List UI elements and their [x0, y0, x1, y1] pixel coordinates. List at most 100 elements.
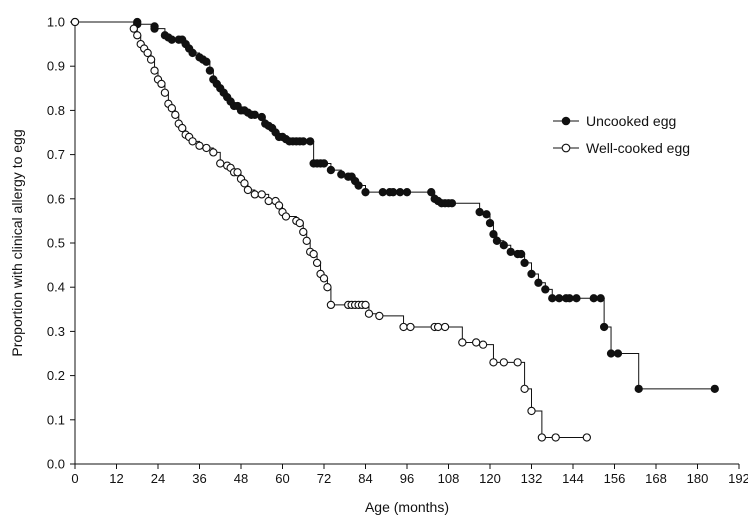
- data-point: [188, 137, 197, 146]
- data-point: [129, 24, 138, 33]
- data-point: [202, 57, 211, 66]
- data-point: [146, 55, 156, 64]
- data-point: [475, 207, 484, 217]
- data-point: [133, 31, 142, 40]
- series-layer: [70, 17, 719, 442]
- x-tick-label: 96: [400, 471, 414, 486]
- y-tick-label: 0.0: [47, 457, 65, 472]
- y-tick-label: 0.2: [47, 368, 65, 383]
- data-point: [157, 79, 166, 89]
- data-point: [599, 322, 609, 332]
- data-point: [499, 241, 508, 250]
- plot-area: [74, 18, 739, 465]
- data-point: [440, 322, 450, 332]
- data-point: [323, 283, 332, 292]
- data-point: [596, 294, 605, 303]
- data-point: [361, 188, 370, 197]
- data-point: [264, 196, 273, 206]
- data-point: [399, 322, 408, 332]
- x-axis-title: Age (months): [365, 499, 449, 515]
- data-point: [326, 165, 336, 175]
- data-point: [178, 123, 187, 133]
- x-tick-label: 168: [645, 471, 667, 486]
- data-point: [489, 230, 498, 239]
- data-point: [406, 322, 415, 332]
- data-point: [143, 48, 152, 58]
- x-tick-label: 84: [358, 471, 372, 486]
- data-point: [361, 300, 370, 310]
- data-point: [506, 247, 515, 256]
- data-point: [202, 143, 211, 153]
- series-0: [70, 17, 719, 394]
- x-tick-label: 48: [234, 471, 248, 486]
- x-tick-label: 60: [275, 471, 289, 486]
- data-point: [302, 236, 311, 245]
- data-point: [295, 218, 304, 228]
- data-point: [551, 433, 560, 442]
- data-point: [433, 322, 443, 332]
- data-point: [513, 358, 522, 367]
- data-point: [534, 278, 543, 287]
- x-tick-label: 72: [317, 471, 331, 486]
- data-point: [309, 249, 318, 259]
- data-point: [582, 433, 591, 442]
- y-tick-label: 0.7: [47, 147, 65, 162]
- data-point: [233, 168, 242, 177]
- data-point: [299, 227, 308, 237]
- data-point: [257, 190, 266, 199]
- legend-item-uncooked: Uncooked egg: [553, 113, 676, 129]
- data-point: [167, 35, 176, 44]
- data-point: [250, 190, 259, 199]
- y-tick-label: 0.8: [47, 103, 65, 118]
- data-point: [395, 188, 405, 197]
- data-point: [634, 384, 643, 394]
- data-point: [492, 236, 502, 245]
- data-point: [606, 349, 616, 358]
- data-point: [250, 110, 259, 119]
- data-point: [216, 159, 225, 168]
- data-point: [326, 300, 336, 310]
- data-point: [375, 311, 384, 321]
- y-tick-label: 0.1: [47, 412, 65, 427]
- x-tick-label: 36: [192, 471, 206, 486]
- series-line: [75, 21, 587, 438]
- x-tick-label: 192: [728, 471, 748, 486]
- y-tick-label: 0.9: [47, 59, 65, 74]
- data-point: [150, 24, 159, 33]
- data-point: [520, 258, 529, 268]
- data-point: [312, 258, 322, 268]
- data-point: [354, 181, 363, 190]
- data-point: [613, 349, 623, 358]
- data-point: [537, 433, 547, 442]
- x-axis: 0 12 24 36 48 60 72 84 96 108 120 132 144 156 168 180 19…: [71, 464, 748, 486]
- data-point: [167, 104, 176, 113]
- x-tick-label: 156: [604, 471, 626, 486]
- data-point: [195, 141, 204, 150]
- series-1: [70, 17, 591, 442]
- data-point: [243, 185, 253, 195]
- data-point: [274, 201, 284, 210]
- data-point: [319, 159, 329, 168]
- data-point: [205, 66, 215, 75]
- y-tick-label: 0.4: [47, 280, 65, 295]
- data-point: [299, 137, 308, 146]
- data-point: [565, 294, 574, 303]
- legend-label-uncooked: Uncooked egg: [586, 113, 676, 129]
- data-point: [337, 170, 346, 179]
- legend-marker-filled-circle-icon: [561, 116, 571, 126]
- data-point: [548, 294, 557, 303]
- data-point: [306, 137, 315, 146]
- y-tick-label: 0.6: [47, 191, 65, 206]
- y-axis: 0.0 0.1 0.2 0.3 0.4 0.5 0.6 0.7 0.8 0.9 1.0: [47, 15, 75, 472]
- data-point: [427, 188, 436, 197]
- data-point: [188, 48, 197, 58]
- x-tick-label: 120: [479, 471, 501, 486]
- data-point: [281, 212, 291, 221]
- data-point: [499, 358, 508, 367]
- data-point: [541, 285, 550, 294]
- legend: Uncooked egg Well-cooked egg: [553, 113, 690, 156]
- x-tick-label: 0: [71, 471, 78, 486]
- data-point: [364, 309, 374, 318]
- data-point: [589, 294, 598, 303]
- data-point: [482, 210, 491, 219]
